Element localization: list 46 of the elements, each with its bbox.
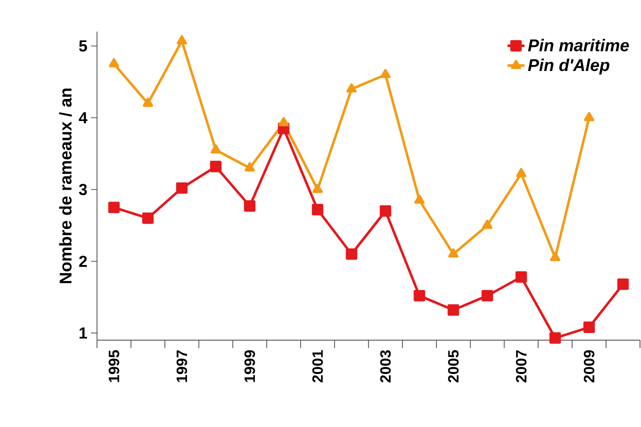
point [583,322,595,333]
point [549,332,561,344]
point [210,160,222,172]
point [584,112,594,122]
y-tick-label: 2 [79,256,87,267]
legend-label: Pin maritime [528,38,629,52]
y-tick-label: 4 [78,112,88,124]
point [244,162,255,172]
point [312,184,323,193]
point [515,271,527,283]
point [482,290,494,302]
x-tick-label: 1997 [176,350,188,382]
x-tick-label: 2007 [516,350,527,382]
legend-label: Pin d'Alep [528,58,610,74]
point [617,278,629,290]
y-axis-title: Nombre de rameaux / an [59,88,72,284]
point [516,168,526,178]
y-tick-label: 3 [78,184,87,196]
point [346,83,357,93]
y-tick-label: 5 [79,40,88,52]
point [312,204,324,216]
x-tick-label: 1999 [244,350,256,382]
x-tick-label: 2003 [380,350,391,382]
point [448,304,460,316]
point [380,205,392,217]
point [210,144,221,154]
point [346,248,358,260]
point [448,248,458,258]
point [482,220,492,229]
point [142,212,154,224]
point [414,290,426,302]
point [108,58,120,68]
x-tick-label: 2005 [448,350,459,382]
point [176,35,187,44]
point [244,200,256,212]
x-tick-label: 2009 [584,350,594,382]
point [142,98,154,107]
point [414,194,425,204]
point [550,252,560,262]
point [278,117,289,126]
y-tick-label: 1 [80,328,88,338]
x-tick-label: 2001 [312,350,323,382]
point [380,68,391,78]
x-tick-label: 1995 [108,350,120,382]
point [108,202,120,214]
point [176,182,188,194]
